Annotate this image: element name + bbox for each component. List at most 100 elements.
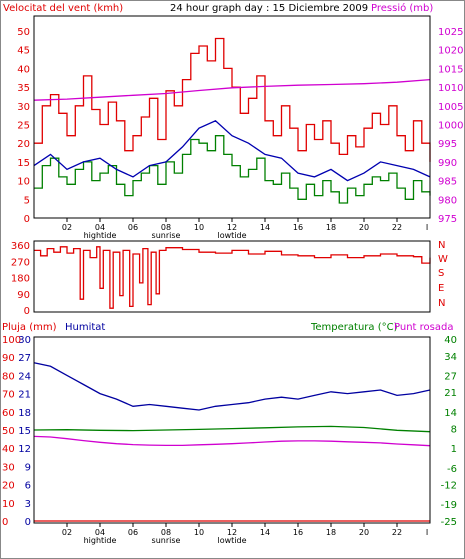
rain-y-tick-30: 30 <box>18 335 31 346</box>
p3-x-tick-label-20: 20 <box>359 528 369 537</box>
series-wind-line <box>34 135 431 204</box>
direction-y-tick-360: 360 <box>11 241 30 252</box>
wind-y-tick-20: 20 <box>17 139 30 150</box>
pressure-y-tick-1000: 1000 <box>438 121 463 132</box>
rain-y-tick-15: 15 <box>18 426 31 437</box>
rain-y-tick-12: 12 <box>18 444 31 455</box>
wind-y-tick-5: 5 <box>24 195 30 206</box>
humidity-y-tick-80: 80 <box>2 371 15 382</box>
temp-y-tick--25: -25 <box>441 517 457 528</box>
humidity-y-tick-50: 50 <box>2 426 15 437</box>
pressure-y-tick-990: 990 <box>438 158 457 169</box>
pressure-y-tick-1025: 1025 <box>438 27 463 38</box>
humidity-y-tick-70: 70 <box>2 390 15 401</box>
series-direction-line <box>34 246 431 309</box>
pressure-y-tick-975: 975 <box>438 214 457 225</box>
p1-x-sublabel-lowtide: lowtide <box>217 231 246 240</box>
series-avg-line <box>33 120 431 182</box>
wind-y-tick-30: 30 <box>17 102 30 113</box>
humidity-axis-title: Humitat <box>65 322 105 333</box>
series-humidity-line <box>33 362 431 411</box>
compass-label-0: N <box>438 240 445 251</box>
p1-x-tick-label-12: 12 <box>227 223 237 232</box>
p3-x-end-label: I <box>426 528 428 537</box>
p1-x-tick-label-06: 06 <box>128 223 138 232</box>
direction-y-tick-180: 180 <box>11 274 30 285</box>
p3-x-tick-label-18: 18 <box>326 528 336 537</box>
p1-x-tick-label-16: 16 <box>293 223 303 232</box>
humidity-y-tick-0: 0 <box>2 517 8 528</box>
temp-y-tick-8: 8 <box>451 425 457 436</box>
compass-label-1: W <box>438 254 448 265</box>
rain-y-tick-21: 21 <box>18 390 31 401</box>
rain-y-tick-27: 27 <box>18 353 31 364</box>
p3-x-tick-label-04: 04 <box>95 528 105 537</box>
p1-x-tick-label-04: 04 <box>95 223 105 232</box>
direction-y-tick-90: 90 <box>17 290 30 301</box>
rain-y-tick-9: 9 <box>25 462 31 473</box>
p3-x-tick-label-14: 14 <box>260 528 270 537</box>
wind-y-tick-15: 15 <box>17 158 30 169</box>
p1-x-tick-label-22: 22 <box>392 223 402 232</box>
p1-x-end-label: I <box>426 223 428 232</box>
pressure-y-tick-1015: 1015 <box>438 64 463 75</box>
p1-x-tick-label-18: 18 <box>326 223 336 232</box>
humidity-y-tick-10: 10 <box>2 499 15 510</box>
p3-x-tick-label-08: 08 <box>161 528 171 537</box>
pressure-y-tick-980: 980 <box>438 195 457 206</box>
pressure-axis-title: Pressió (mb) <box>371 2 433 14</box>
temp-y-tick-1: 1 <box>451 444 457 455</box>
p1-x-tick-label-14: 14 <box>260 223 270 232</box>
series-temperature-line <box>33 425 431 433</box>
compass-label-3: E <box>438 283 444 294</box>
temp-y-tick--6: -6 <box>447 464 457 475</box>
temp-y-tick--12: -12 <box>441 481 457 492</box>
panel3-frame <box>33 336 431 524</box>
pressure-y-tick-1010: 1010 <box>438 83 463 94</box>
pressure-y-tick-1020: 1020 <box>438 46 463 57</box>
direction-y-tick-270: 270 <box>11 257 30 268</box>
humidity-y-tick-40: 40 <box>2 444 15 455</box>
dewpoint-axis-title: Punt rosada <box>394 322 453 333</box>
rain-y-tick-24: 24 <box>18 371 31 382</box>
wind-y-tick-10: 10 <box>17 177 30 188</box>
temp-y-tick-34: 34 <box>444 352 457 363</box>
p1-x-sublabel-sunrise: sunrise <box>152 231 181 240</box>
rain-y-tick-6: 6 <box>25 481 31 492</box>
p3-x-tick-label-22: 22 <box>392 528 402 537</box>
humidity-y-tick-60: 60 <box>2 408 15 419</box>
temp-y-tick-40: 40 <box>444 335 457 346</box>
humidity-y-tick-30: 30 <box>2 462 15 473</box>
p3-x-tick-label-12: 12 <box>227 528 237 537</box>
p1-x-tick-label-20: 20 <box>359 223 369 232</box>
rain-y-tick-18: 18 <box>18 408 31 419</box>
panel1-frame <box>33 15 431 219</box>
chart-title: 24 hour graph day : 15 Diciembre 2009 <box>170 3 368 14</box>
p1-x-tick-label-02: 02 <box>62 223 72 232</box>
p3-x-sublabel-lowtide: lowtide <box>217 536 246 545</box>
humidity-y-tick-20: 20 <box>2 481 15 492</box>
wind-y-tick-35: 35 <box>17 83 30 94</box>
panel2-frame <box>33 240 431 313</box>
p3-x-tick-label-06: 06 <box>128 528 138 537</box>
wind-axis-title: Velocitat del vent (kmh) <box>3 3 123 14</box>
temperature-axis-title: Temperatura (°C) <box>310 322 398 333</box>
rain-y-tick-3: 3 <box>25 499 31 510</box>
series-dewpoint-line <box>33 435 431 447</box>
wind-y-tick-50: 50 <box>17 27 30 38</box>
rain-y-tick-0: 0 <box>25 517 31 528</box>
pressure-y-tick-1005: 1005 <box>438 102 463 113</box>
compass-label-2: S <box>438 268 444 279</box>
wind-y-tick-25: 25 <box>17 121 30 132</box>
pressure-y-tick-995: 995 <box>438 139 457 150</box>
temp-y-tick-27: 27 <box>444 371 457 382</box>
temp-y-tick--19: -19 <box>441 500 457 511</box>
p3-x-tick-label-16: 16 <box>293 528 303 537</box>
p3-x-tick-label-10: 10 <box>194 528 204 537</box>
p1-x-sublabel-hightide: hightide <box>84 231 117 240</box>
wind-y-tick-0: 0 <box>24 214 30 225</box>
p3-x-sublabel-hightide: hightide <box>84 536 117 545</box>
series-gust-line <box>34 37 431 162</box>
p3-x-tick-label-02: 02 <box>62 528 72 537</box>
